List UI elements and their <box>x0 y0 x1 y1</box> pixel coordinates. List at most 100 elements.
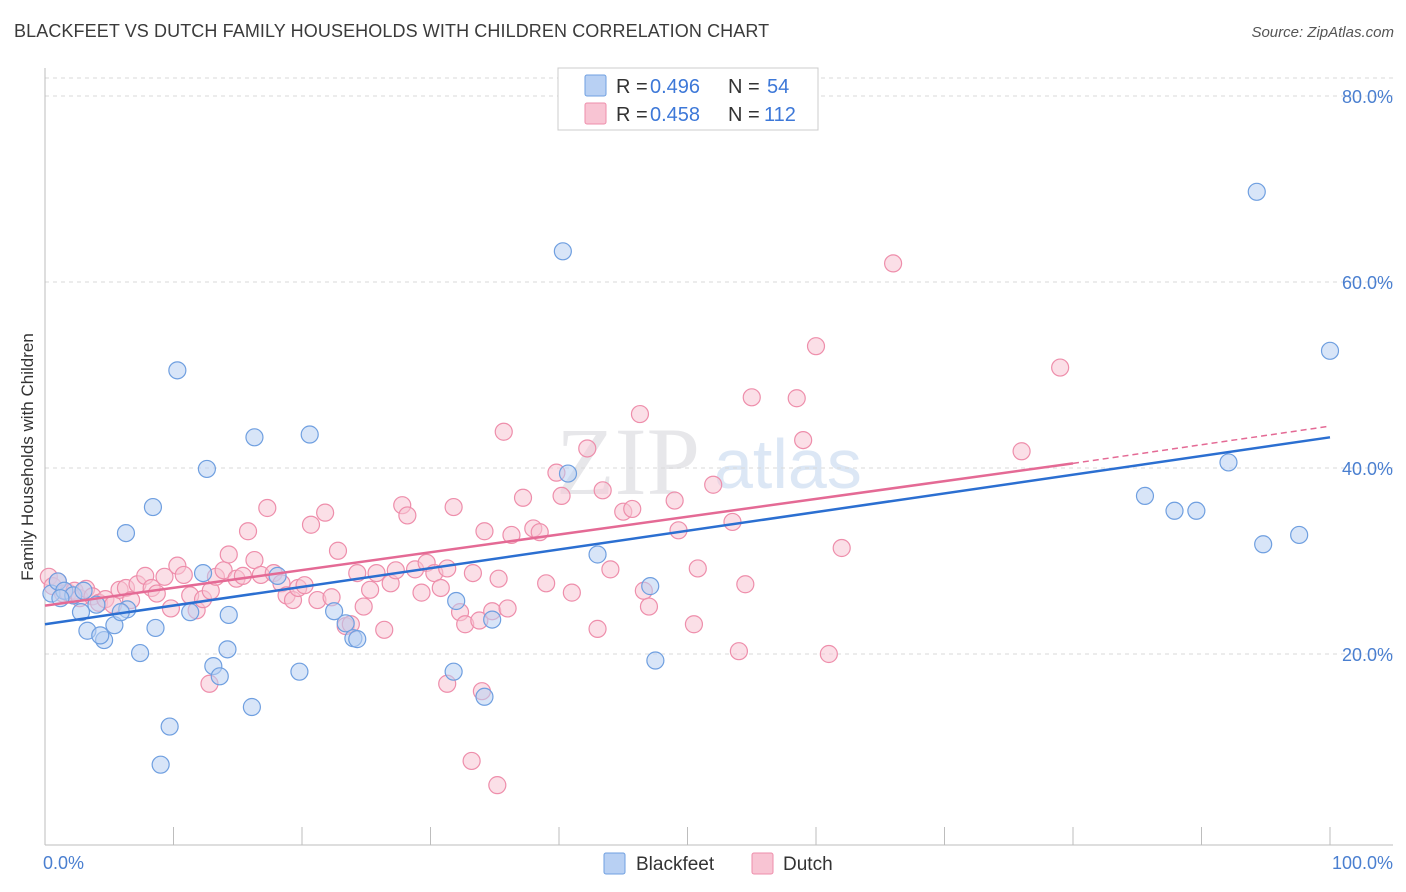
blackfeet-point-41 <box>558 464 578 483</box>
dutch-point-98 <box>742 388 761 407</box>
dutch-point-46 <box>328 541 348 560</box>
bottom-legend-swatch-blackfeet <box>603 852 626 875</box>
dutch-point-87 <box>630 404 650 424</box>
dutch-point-97 <box>736 575 755 594</box>
blackfeet-point-20 <box>197 459 217 479</box>
legend-n-label-dutch: N = <box>728 104 760 126</box>
dutch-point-96 <box>729 642 749 661</box>
blackfeet-point-9 <box>91 626 110 645</box>
dutch-point-79 <box>552 486 571 505</box>
dutch-point-69 <box>475 522 494 541</box>
dutch-point-55 <box>386 561 405 580</box>
blackfeet-point-18 <box>181 603 200 622</box>
legend-r-label-blackfeet: R = <box>616 76 648 98</box>
blackfeet-point-16 <box>146 618 165 638</box>
blackfeet-point-22 <box>210 667 229 686</box>
blackfeet-point-47 <box>1187 501 1206 520</box>
trend-lines <box>44 425 1331 626</box>
legend-r-value-blackfeet: 0.496 <box>650 76 700 98</box>
dutch-point-82 <box>588 619 607 638</box>
dutch-point-51 <box>361 580 380 599</box>
x-axis-ticks <box>44 827 1331 845</box>
dutch-point-93 <box>688 559 707 578</box>
blackfeet-point-23 <box>219 605 238 625</box>
legend-n-value-dutch: 112 <box>764 104 796 126</box>
y-tick-label-40: 40.0% <box>1342 459 1393 479</box>
legend-n-value-blackfeet: 54 <box>767 76 789 98</box>
x-tick-label-max: 100.0% <box>1332 853 1393 873</box>
dutch-point-22 <box>174 565 193 585</box>
blackfeet-point-15 <box>143 497 163 517</box>
dutch-point-62 <box>431 578 450 598</box>
blackfeet-point-49 <box>1247 182 1266 201</box>
dutch-points <box>39 254 1070 795</box>
dutch-point-50 <box>354 597 373 616</box>
dutch-point-18 <box>147 584 166 603</box>
dutch-point-103 <box>832 538 851 558</box>
blackfeet-points <box>42 182 1340 774</box>
dutch-point-83 <box>593 481 612 500</box>
blackfeet-point-6 <box>87 595 106 614</box>
blackfeet-point-26 <box>242 697 261 717</box>
dutch-point-77 <box>537 574 556 593</box>
blackfeet-point-39 <box>475 687 494 706</box>
y-axis-tick-labels: 20.0% 40.0% 60.0% 80.0% <box>1342 87 1393 665</box>
dutch-point-95 <box>723 512 742 532</box>
dutch-point-92 <box>684 615 704 634</box>
blackfeet-point-48 <box>1219 453 1238 472</box>
blackfeet-point-5 <box>71 603 91 622</box>
blackfeet-point-44 <box>646 651 665 670</box>
dutch-point-102 <box>819 644 838 664</box>
dutch-point-35 <box>258 498 277 518</box>
blackfeet-point-24 <box>218 640 237 659</box>
x-tick-label-min: 0.0% <box>43 853 84 873</box>
blackfeet-point-42 <box>588 545 607 564</box>
blackfeet-point-43 <box>641 577 660 596</box>
blackfeet-point-17 <box>168 361 187 380</box>
dutch-point-31 <box>233 566 252 585</box>
blackfeet-point-13 <box>116 523 136 543</box>
dutch-point-19 <box>155 567 174 586</box>
grid <box>45 77 1393 655</box>
dutch-trend-extension <box>1072 425 1331 465</box>
dutch-point-20 <box>161 599 181 618</box>
watermark-atlas: atlas <box>714 425 862 503</box>
dutch-point-64 <box>444 497 463 517</box>
dutch-point-101 <box>806 337 826 356</box>
blackfeet-point-52 <box>1320 341 1340 360</box>
legend-n-label-blackfeet: N = <box>728 76 760 98</box>
correlation-legend: R = 0.496 N = 54 R = 0.458 N = 112 <box>557 67 819 131</box>
blackfeet-point-46 <box>1165 501 1184 520</box>
blackfeet-point-40 <box>553 242 572 261</box>
dutch-point-109 <box>488 776 507 795</box>
dutch-point-52 <box>367 563 386 583</box>
dutch-point-105 <box>1051 358 1070 377</box>
blackfeet-point-51 <box>1290 525 1309 545</box>
dutch-point-90 <box>665 491 684 510</box>
legend-r-label-dutch: R = <box>616 104 648 126</box>
bottom-legend-swatch-dutch <box>751 852 774 875</box>
blackfeet-point-33 <box>336 614 355 633</box>
chart-title: BLACKFEET VS DUTCH FAMILY HOUSEHOLDS WIT… <box>14 21 770 41</box>
dutch-point-59 <box>412 583 431 602</box>
series-legend: Blackfeet Dutch <box>603 852 833 875</box>
y-axis-label: Family Households with Children <box>18 333 37 581</box>
legend-swatch-blackfeet <box>584 74 607 97</box>
dutch-point-89 <box>639 597 659 616</box>
legend-r-value-dutch: 0.458 <box>650 104 700 126</box>
bottom-legend-label-dutch: Dutch <box>783 854 833 875</box>
dutch-point-99 <box>787 389 806 408</box>
dutch-point-73 <box>502 525 521 545</box>
dutch-point-104 <box>883 254 903 273</box>
blackfeet-point-28 <box>290 662 309 681</box>
blackfeet-point-25 <box>245 428 264 447</box>
blackfeet-point-38 <box>483 610 502 629</box>
blackfeet-trend-line <box>44 436 1331 626</box>
dutch-point-106 <box>1012 442 1031 461</box>
dutch-point-32 <box>238 522 258 541</box>
dutch-point-67 <box>463 563 483 583</box>
dutch-point-71 <box>489 569 508 588</box>
dutch-point-81 <box>578 439 597 458</box>
blackfeet-point-32 <box>325 602 344 621</box>
blackfeet-point-36 <box>447 591 466 611</box>
